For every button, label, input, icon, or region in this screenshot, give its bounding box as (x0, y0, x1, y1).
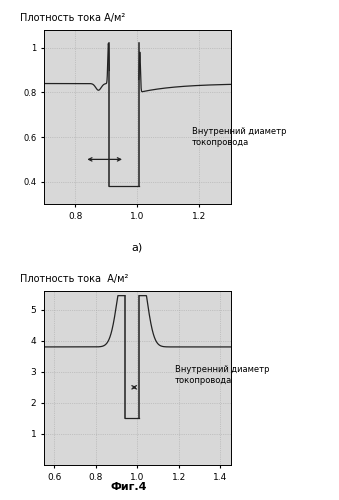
Text: Внутренний диаметр
токопровода: Внутренний диаметр токопровода (175, 365, 269, 384)
Text: Внутренний диаметр
токопровода: Внутренний диаметр токопровода (192, 128, 286, 147)
Text: а): а) (132, 242, 143, 252)
Text: Плотность тока А/м²: Плотность тока А/м² (20, 13, 125, 23)
Text: Плотность тока  А/м²: Плотность тока А/м² (20, 274, 128, 284)
Text: Фиг.4: Фиг.4 (111, 482, 147, 492)
